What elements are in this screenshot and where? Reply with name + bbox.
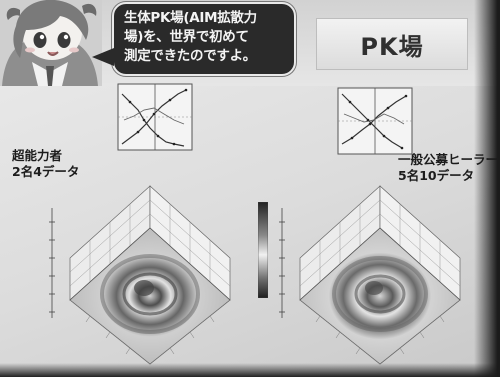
right-small-line-chart [334,84,416,158]
left-3d-surface-plot [49,185,231,365]
slide-title: PK場 [360,32,424,61]
colorbar [258,202,268,298]
right-group-label: 一般公募ヒーラー 5名10データ [398,152,499,183]
left-group-label: 超能力者 2名4データ [12,148,80,179]
photo-shadow-bottom [0,363,500,377]
anime-character-illustration [0,0,102,86]
speech-bubble-tail [92,48,114,66]
left-small-line-chart [114,80,196,154]
speech-bubble-text: 生体PK場(AIM拡散力 場)を、世界で初めて 測定できたのですよ。 [124,10,257,64]
slide-title-box: PK場 [316,18,468,70]
right-3d-surface-plot [279,185,461,365]
speech-bubble: 生体PK場(AIM拡散力 場)を、世界で初めて 測定できたのですよ。 [112,2,296,76]
photo-shadow-right [474,0,500,377]
